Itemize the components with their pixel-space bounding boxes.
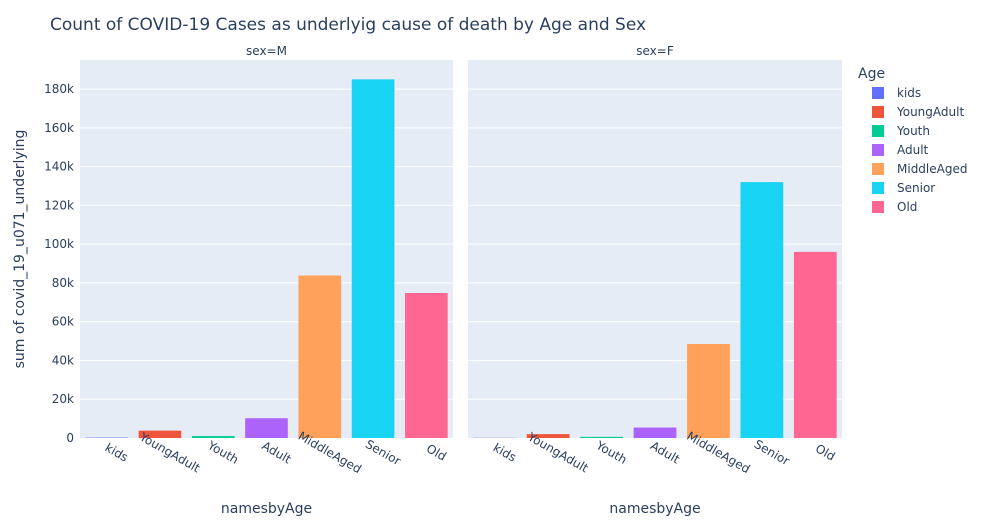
y-tick-label: 80k xyxy=(52,276,74,290)
x-tick-label: kids xyxy=(491,440,519,464)
bar-Senior xyxy=(351,79,395,438)
legend-label: YoungAdult xyxy=(896,105,964,119)
facet-panel: 0 20k 40k 60k 80k 100k 120k 140k 160k 180k sex=M ki… xyxy=(44,44,453,517)
legend-item[interactable]: Senior xyxy=(872,181,935,195)
legend-label: MiddleAged xyxy=(897,162,967,176)
bar-YoungAdult xyxy=(526,434,570,438)
x-tick-label: kids xyxy=(103,440,131,464)
legend-label: Adult xyxy=(897,143,929,157)
legend-label: Old xyxy=(897,200,917,214)
bar-Adult xyxy=(633,427,677,438)
plot-background xyxy=(468,60,842,438)
y-tick-label: 100k xyxy=(44,237,74,251)
y-tick-label: 60k xyxy=(52,315,74,329)
legend-swatch xyxy=(872,106,884,118)
legend-swatch xyxy=(872,144,884,156)
x-tick-label: Senior xyxy=(752,437,792,468)
y-tick-label: 20k xyxy=(52,392,74,406)
legend-swatch xyxy=(872,163,884,175)
bar-Old xyxy=(793,251,837,438)
bar-Old xyxy=(405,293,448,438)
legend-swatch xyxy=(872,87,884,99)
x-tick-label: Old xyxy=(424,441,449,463)
bar-Senior xyxy=(740,182,784,438)
legend-label: Senior xyxy=(897,181,935,195)
x-axis-title: namesbyAge xyxy=(221,501,312,517)
legend-swatch xyxy=(872,182,884,194)
facet-label: sex=M xyxy=(246,44,287,58)
bar-MiddleAged xyxy=(298,275,342,438)
legend-swatch xyxy=(872,125,884,137)
x-axis-title: namesbyAge xyxy=(609,501,700,517)
plot-area: 0 20k 40k 60k 80k 100k 120k 140k 160k 180k sex=M ki… xyxy=(44,44,842,517)
x-tick-label: Adult xyxy=(648,439,682,467)
legend-item[interactable]: MiddleAged xyxy=(872,162,967,176)
legend-item[interactable]: Adult xyxy=(872,143,929,157)
bar-Youth xyxy=(580,436,623,438)
y-axis-title: sum of covid_19_u071_underlying xyxy=(12,130,28,369)
y-tick-label: 160k xyxy=(44,121,74,135)
legend-item[interactable]: Old xyxy=(872,200,917,214)
x-tick-label: Old xyxy=(813,441,838,463)
plot-background xyxy=(80,60,453,438)
x-tick-label: Adult xyxy=(259,439,293,467)
x-tick-label: Youth xyxy=(593,438,629,467)
facet-label: sex=F xyxy=(636,44,674,58)
x-tick-label: Youth xyxy=(205,438,241,467)
bar-Adult xyxy=(245,418,288,438)
y-tick-label: 0 xyxy=(66,431,74,445)
legend-item[interactable]: YoungAdult xyxy=(872,105,964,119)
legend-label: Youth xyxy=(896,124,930,138)
y-tick-label: 120k xyxy=(44,198,74,212)
chart-title: Count of COVID-19 Cases as underlyig cau… xyxy=(50,15,646,35)
legend-item[interactable]: Youth xyxy=(872,124,930,138)
y-tick-label: 40k xyxy=(52,353,74,367)
legend-label: kids xyxy=(897,86,921,100)
y-tick-label: 180k xyxy=(44,82,74,96)
bar-YoungAdult xyxy=(138,430,182,438)
bar-Youth xyxy=(191,436,235,438)
x-tick-label: Senior xyxy=(363,437,403,468)
legend-swatch xyxy=(872,201,884,213)
legend-title: Age xyxy=(858,66,885,82)
bar-MiddleAged xyxy=(687,343,730,438)
y-tick-label: 140k xyxy=(44,160,74,174)
legend-item[interactable]: kids xyxy=(872,86,921,100)
